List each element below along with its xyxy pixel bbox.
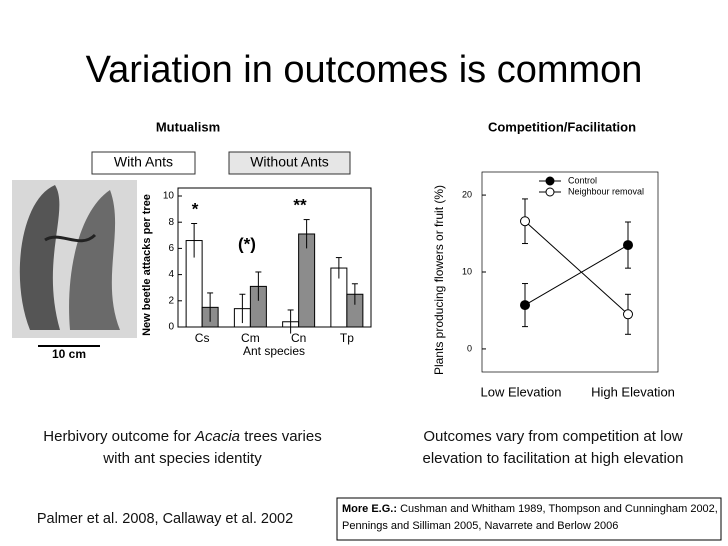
y-tick-label: 8: [168, 217, 174, 228]
x-tick-label: Cs: [195, 331, 210, 345]
series-line: [524, 220, 629, 315]
legend-label: Neighbour removal: [568, 186, 644, 196]
plot-frame: [481, 171, 659, 373]
caption-left: Herbivory outcome for Acacia trees varie…: [40, 426, 325, 470]
caption-italic: Acacia: [195, 428, 241, 445]
caption-text: Herbivory outcome for: [43, 428, 195, 445]
y-tick-label: 6: [168, 243, 174, 254]
x-axis-label: Ant species: [243, 344, 305, 358]
x-tick-label: Cm: [241, 331, 260, 345]
point: [623, 309, 633, 320]
series-line: [524, 244, 629, 306]
x-tick-label: Tp: [340, 331, 354, 345]
legend-marker: [545, 176, 555, 186]
chart-title: Mutualism: [156, 119, 220, 134]
y-axis-label: Plants producing flowers or fruit (%): [432, 185, 446, 375]
point: [520, 216, 530, 227]
legend-marker: [545, 187, 555, 197]
annotation: (*): [238, 234, 256, 253]
more-box: [336, 497, 722, 541]
y-tick-label: 10: [462, 266, 472, 276]
caption-right: Outcomes vary from competition at low el…: [422, 428, 684, 467]
point: [623, 240, 633, 251]
photo-scale: 10 cm: [52, 347, 86, 361]
annotation: *: [192, 199, 199, 218]
y-tick-label: 2: [168, 295, 174, 306]
x-tick-label: Low Elevation: [481, 384, 562, 399]
y-tick-label: 10: [163, 191, 175, 202]
legend-box: [91, 151, 196, 175]
y-axis-label: New beetle attacks per tree: [141, 194, 153, 336]
legend-label: With Ants: [114, 154, 173, 170]
point: [520, 300, 530, 311]
plot-frame: [177, 187, 372, 328]
legend-box: [228, 151, 351, 175]
y-tick-label: 20: [462, 189, 472, 199]
legend-label: Control: [568, 175, 597, 185]
x-tick-label: Cn: [291, 331, 306, 345]
caption-text: trees varies with ant species identity: [103, 428, 322, 467]
y-tick-label: 0: [168, 322, 174, 333]
annotation: **: [293, 195, 307, 214]
y-tick-label: 4: [168, 269, 174, 280]
more-list: Cushman and Whitham 1989, Thompson and C…: [342, 503, 718, 532]
x-tick-label: High Elevation: [591, 384, 675, 399]
citation: Palmer et al. 2008, Callaway et al. 2002: [36, 511, 294, 527]
y-tick-label: 0: [467, 343, 472, 353]
slide-title: Variation in outcomes is common: [86, 49, 643, 91]
chart-title: Competition/Facilitation: [488, 119, 636, 134]
legend-label: Without Ants: [250, 154, 329, 170]
photo: [12, 180, 137, 347]
more-label: More E.G.:: [342, 503, 398, 515]
more-text: More E.G.: Cushman and Whitham 1989, Tho…: [342, 501, 720, 535]
